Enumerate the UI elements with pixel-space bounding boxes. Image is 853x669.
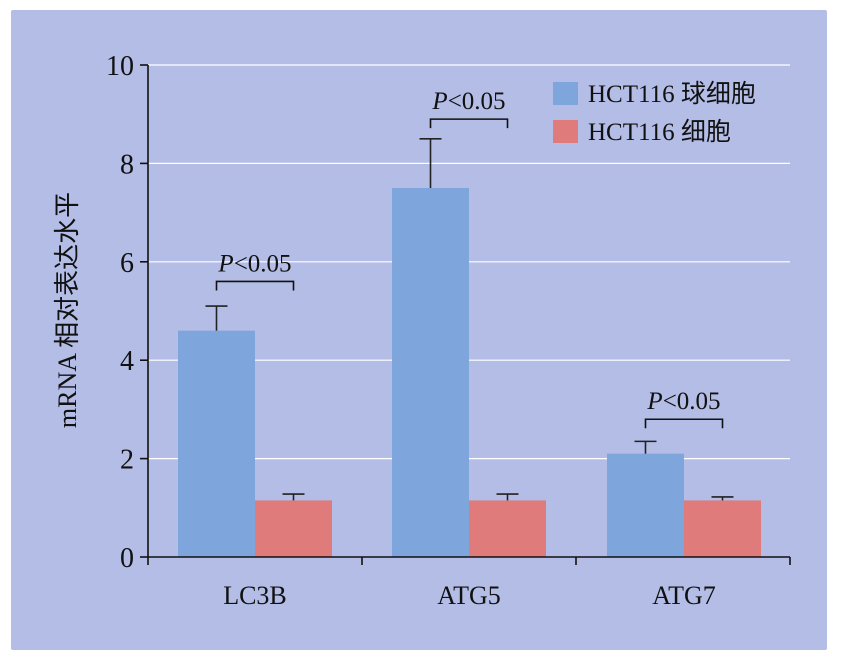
bar — [469, 500, 546, 557]
bar — [178, 330, 255, 557]
significance-bracket — [644, 418, 724, 429]
significance-bracket — [215, 280, 295, 291]
y-tick-label: 6 — [120, 248, 134, 279]
y-tick-label: 10 — [106, 51, 134, 82]
y-axis-label: mRNA 相对表达水平 — [53, 192, 82, 428]
significance-bracket — [429, 118, 509, 129]
bars — [178, 188, 761, 557]
significance-label: P<0.05 — [217, 250, 291, 277]
y-tick-label: 2 — [120, 445, 134, 476]
bar — [392, 188, 469, 557]
x-tick-label: ATG7 — [652, 581, 716, 610]
legend-label: HCT116 细胞 — [588, 118, 731, 146]
y-tick-label: 8 — [120, 149, 134, 180]
axes: 0 2 4 6 8 10 LC3B ATG5 ATG7 — [106, 51, 791, 610]
legend-swatch — [553, 120, 578, 143]
x-tick-label: LC3B — [223, 581, 287, 610]
x-tick-label: ATG5 — [437, 581, 501, 610]
bar — [255, 500, 332, 557]
legend-label: HCT116 球细胞 — [588, 80, 756, 108]
significance-label: P<0.05 — [646, 388, 720, 415]
bar — [607, 453, 684, 557]
significance-annotations: P<0.05 P<0.05 P<0.05 — [215, 88, 724, 429]
y-tick-label: 4 — [120, 346, 134, 377]
legend: HCT116 球细胞 HCT116 细胞 — [553, 80, 756, 146]
significance-label: P<0.05 — [431, 88, 505, 115]
y-tick-label: 0 — [120, 543, 134, 574]
error-bars — [205, 138, 734, 501]
bar — [684, 500, 761, 557]
legend-swatch — [553, 82, 578, 105]
